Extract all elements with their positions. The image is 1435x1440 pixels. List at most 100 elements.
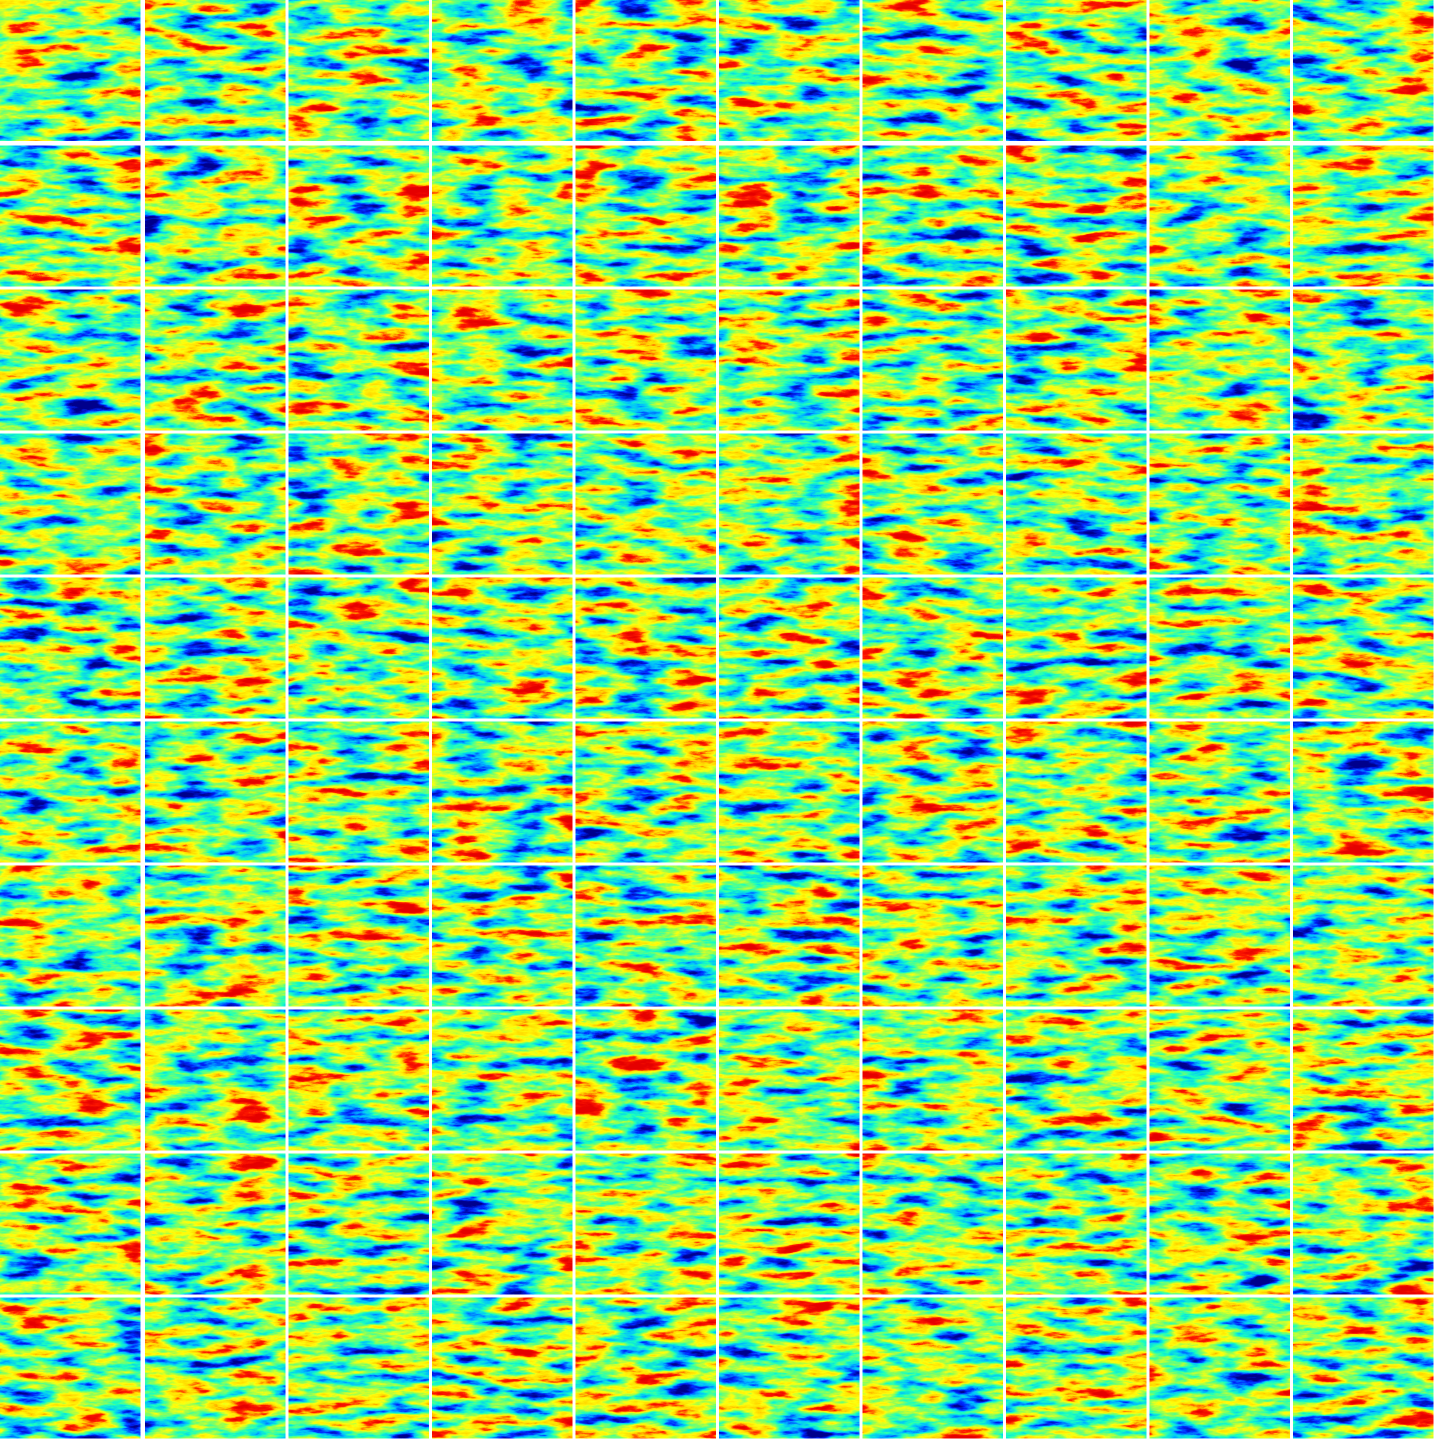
- tile: [576, 578, 717, 719]
- tile: [145, 1154, 286, 1295]
- tile: [0, 1298, 141, 1439]
- tile: [719, 1010, 860, 1151]
- tile: [863, 1298, 1004, 1439]
- tile: [1006, 1298, 1147, 1439]
- tile: [432, 1154, 573, 1295]
- tile: [0, 578, 141, 719]
- tile: [289, 722, 430, 863]
- tile: [576, 1010, 717, 1151]
- tile: [0, 146, 141, 287]
- tile: [1150, 290, 1291, 431]
- tile: [145, 0, 286, 141]
- tile: [719, 1154, 860, 1295]
- tile: [432, 146, 573, 287]
- tile: [576, 866, 717, 1007]
- tile: [0, 1154, 141, 1295]
- tile: [145, 290, 286, 431]
- tile: [1150, 722, 1291, 863]
- tile: [145, 722, 286, 863]
- tile: [863, 434, 1004, 575]
- tile: [1293, 146, 1434, 287]
- tile: [0, 434, 141, 575]
- tile: [1006, 578, 1147, 719]
- tile: [145, 866, 286, 1007]
- tile: [863, 0, 1004, 141]
- tile: [863, 866, 1004, 1007]
- tile: [1006, 722, 1147, 863]
- tile: [0, 722, 141, 863]
- tile: [1150, 1298, 1291, 1439]
- tile: [576, 146, 717, 287]
- tile: [1293, 1154, 1434, 1295]
- tile: [719, 866, 860, 1007]
- tile: [145, 146, 286, 287]
- tile: [289, 578, 430, 719]
- tile: [432, 722, 573, 863]
- tile: [1150, 578, 1291, 719]
- tile: [145, 1298, 286, 1439]
- tile: [289, 146, 430, 287]
- tile: [289, 1010, 430, 1151]
- tile: [1006, 434, 1147, 575]
- tile: [576, 434, 717, 575]
- tile: [1006, 866, 1147, 1007]
- tile: [576, 722, 717, 863]
- tile: [863, 290, 1004, 431]
- tile: [1293, 578, 1434, 719]
- tile: [289, 290, 430, 431]
- tile: [1006, 0, 1147, 141]
- tile: [576, 0, 717, 141]
- tile: [432, 290, 573, 431]
- tile: [1150, 0, 1291, 141]
- tile: [145, 434, 286, 575]
- tile: [289, 0, 430, 141]
- tile: [863, 146, 1004, 287]
- tile: [1293, 434, 1434, 575]
- tile: [0, 866, 141, 1007]
- tile: [145, 1010, 286, 1151]
- tile: [432, 578, 573, 719]
- tile: [576, 1154, 717, 1295]
- tile: [1006, 146, 1147, 287]
- tile: [719, 1298, 860, 1439]
- tile: [289, 434, 430, 575]
- tile: [863, 1010, 1004, 1151]
- tile: [1006, 1154, 1147, 1295]
- tile: [576, 1298, 717, 1439]
- tile: [432, 1298, 573, 1439]
- tile: [0, 1010, 141, 1151]
- tile: [289, 866, 430, 1007]
- tile: [1006, 1010, 1147, 1151]
- tile: [1150, 1154, 1291, 1295]
- tile: [1293, 866, 1434, 1007]
- tile: [1293, 290, 1434, 431]
- tile: [0, 290, 141, 431]
- tile: [863, 722, 1004, 863]
- tile: [1293, 0, 1434, 141]
- tile: [289, 1298, 430, 1439]
- tile: [432, 0, 573, 141]
- tile: [432, 434, 573, 575]
- tile: [1150, 146, 1291, 287]
- tile: [1150, 866, 1291, 1007]
- tile: [719, 146, 860, 287]
- tile: [432, 866, 573, 1007]
- tile: [289, 1154, 430, 1295]
- tile: [719, 290, 860, 431]
- tile: [1293, 1298, 1434, 1439]
- tile: [145, 578, 286, 719]
- tile: [1006, 290, 1147, 431]
- tile: [719, 722, 860, 863]
- tile: [719, 578, 860, 719]
- tile: [863, 578, 1004, 719]
- tile: [576, 290, 717, 431]
- tile: [1293, 722, 1434, 863]
- tile: [1150, 434, 1291, 575]
- tile: [719, 434, 860, 575]
- tile: [0, 0, 141, 141]
- tile: [432, 1010, 573, 1151]
- tile: [863, 1154, 1004, 1295]
- tile: [1150, 1010, 1291, 1151]
